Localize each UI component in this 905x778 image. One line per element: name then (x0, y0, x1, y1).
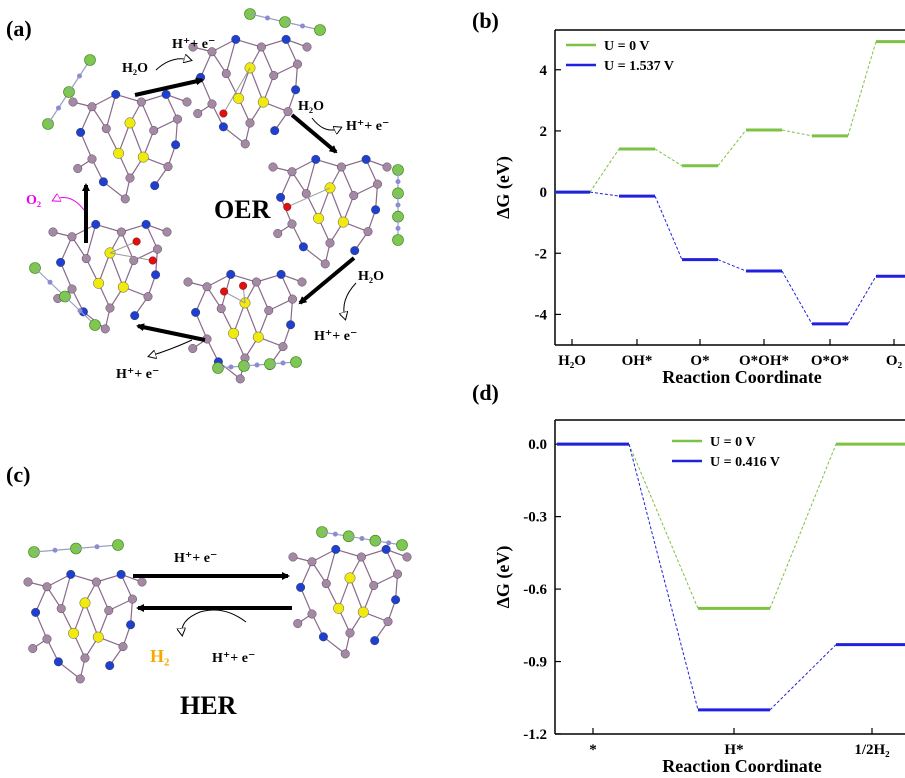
step-3-curl-arrow (344, 282, 357, 318)
connector (769, 443, 837, 609)
x-category-label: O*OH* (739, 353, 789, 369)
step-1-product: H⁺+ e⁻ (172, 37, 215, 52)
panel-label-b: (b) (472, 8, 499, 33)
connector (589, 148, 620, 193)
y-tick-label: -2 (535, 246, 548, 262)
connector (628, 444, 699, 710)
legend: U = 0 V U = 1.537 V (566, 39, 674, 74)
her-scheme: H⁺+ e⁻ H⁺+ e⁻ H₂ HER (23, 526, 412, 720)
legend-label: U = 0.416 V (710, 455, 780, 470)
step-arrow-1 (134, 77, 204, 97)
chart-d: 0.0 -0.3 -0.6 -0.9 -1.2 * H* 1/2H₂ Reaction Coor… (493, 419, 905, 776)
oer-title: OER (214, 195, 271, 224)
x-category-label: H₂O (558, 353, 586, 369)
connector (717, 129, 747, 167)
connector (781, 129, 813, 137)
panel-label-d: (d) (472, 380, 499, 405)
step-2-reactant: H₂O (298, 99, 324, 114)
molecule-structure-1 (42, 54, 192, 204)
her-molecule-left (23, 539, 147, 684)
x-axis-label: Reaction Coordinate (662, 367, 821, 387)
oer-cycle-scheme: OER H₂O H⁺+ e⁻ H₂O H⁺+ e⁻ H₂O H⁺+ e⁻ H⁺+… (26, 8, 404, 384)
legend-label: U = 0 V (710, 435, 755, 450)
x-category-label: 1/2H₂ (854, 742, 890, 758)
step-3-reactant: H₂O (358, 269, 384, 284)
chart-b: -4 -2 0 2 4 H₂O OH* O* O*OH* O*O* O₂ Reaction Coord… (493, 29, 905, 387)
y-tick-label: -4 (535, 307, 548, 323)
her-title: HER (180, 691, 237, 720)
her-curl-arrow (182, 609, 247, 634)
y-axis-label: ΔG (eV) (493, 156, 514, 219)
y-tick-label: -1.2 (523, 727, 547, 743)
connector (717, 259, 747, 272)
legend-label: U = 1.537 V (604, 59, 674, 74)
y-tick-label: -0.9 (523, 655, 547, 671)
y-tick-label: 4 (540, 63, 548, 79)
series-2 (557, 442, 905, 712)
step-1-curl-arrow (155, 59, 190, 71)
connector (654, 148, 683, 167)
y-tick-label: 2 (540, 124, 548, 140)
step-3-product: H⁺+ e⁻ (314, 329, 357, 344)
connector (628, 443, 699, 609)
legend-label: U = 0 V (604, 39, 649, 54)
connector (781, 270, 813, 325)
y-axis-label: ΔG (eV) (493, 546, 514, 609)
her-molecule-right (288, 526, 412, 659)
x-category-label: O₂ (886, 353, 903, 369)
x-category-label: O*O* (811, 353, 849, 369)
molecule-structure-3 (268, 154, 404, 269)
step-2-product: H⁺+ e⁻ (346, 119, 389, 134)
x-category-label: O* (690, 353, 709, 369)
x-category-label: H* (724, 742, 743, 758)
panel-label-a: (a) (6, 16, 32, 41)
step-arrow-4 (136, 323, 206, 342)
x-category-label: OH* (622, 353, 653, 369)
connector (654, 195, 683, 260)
step-5-product-o2: O₂ (26, 193, 41, 208)
series-1 (555, 40, 905, 194)
connector (589, 191, 620, 197)
molecule-structure-2 (188, 8, 326, 149)
y-tick-label: -0.3 (523, 510, 547, 526)
connector (847, 41, 877, 136)
molecule-structure-4 (183, 269, 307, 384)
series-2 (555, 190, 905, 326)
step-4-product: H⁺+ e⁻ (116, 367, 159, 382)
step-5-curl-arrow (54, 198, 85, 211)
connector (769, 644, 837, 711)
her-forward-label: H⁺+ e⁻ (174, 551, 217, 566)
step-4-curl-arrow (150, 339, 193, 356)
step-arrow-2 (290, 113, 338, 154)
x-category-label: * (589, 742, 597, 758)
y-tick-label: -0.6 (523, 582, 547, 598)
y-tick-label: 0.0 (528, 437, 547, 453)
step-1-reactant: H₂O (122, 61, 148, 76)
y-tick-label: 0 (540, 185, 548, 201)
her-back-in-label: H⁺+ e⁻ (212, 651, 255, 666)
panel-label-c: (c) (6, 462, 30, 487)
step-2-curl-arrow (311, 117, 340, 130)
her-back-out-h2: H₂ (150, 646, 169, 666)
molecule-structure-5 (29, 219, 172, 334)
x-axis-label: Reaction Coordinate (662, 756, 821, 776)
step-arrow-3 (298, 256, 356, 305)
legend: U = 0 V U = 0.416 V (672, 435, 780, 470)
connector (847, 275, 877, 325)
